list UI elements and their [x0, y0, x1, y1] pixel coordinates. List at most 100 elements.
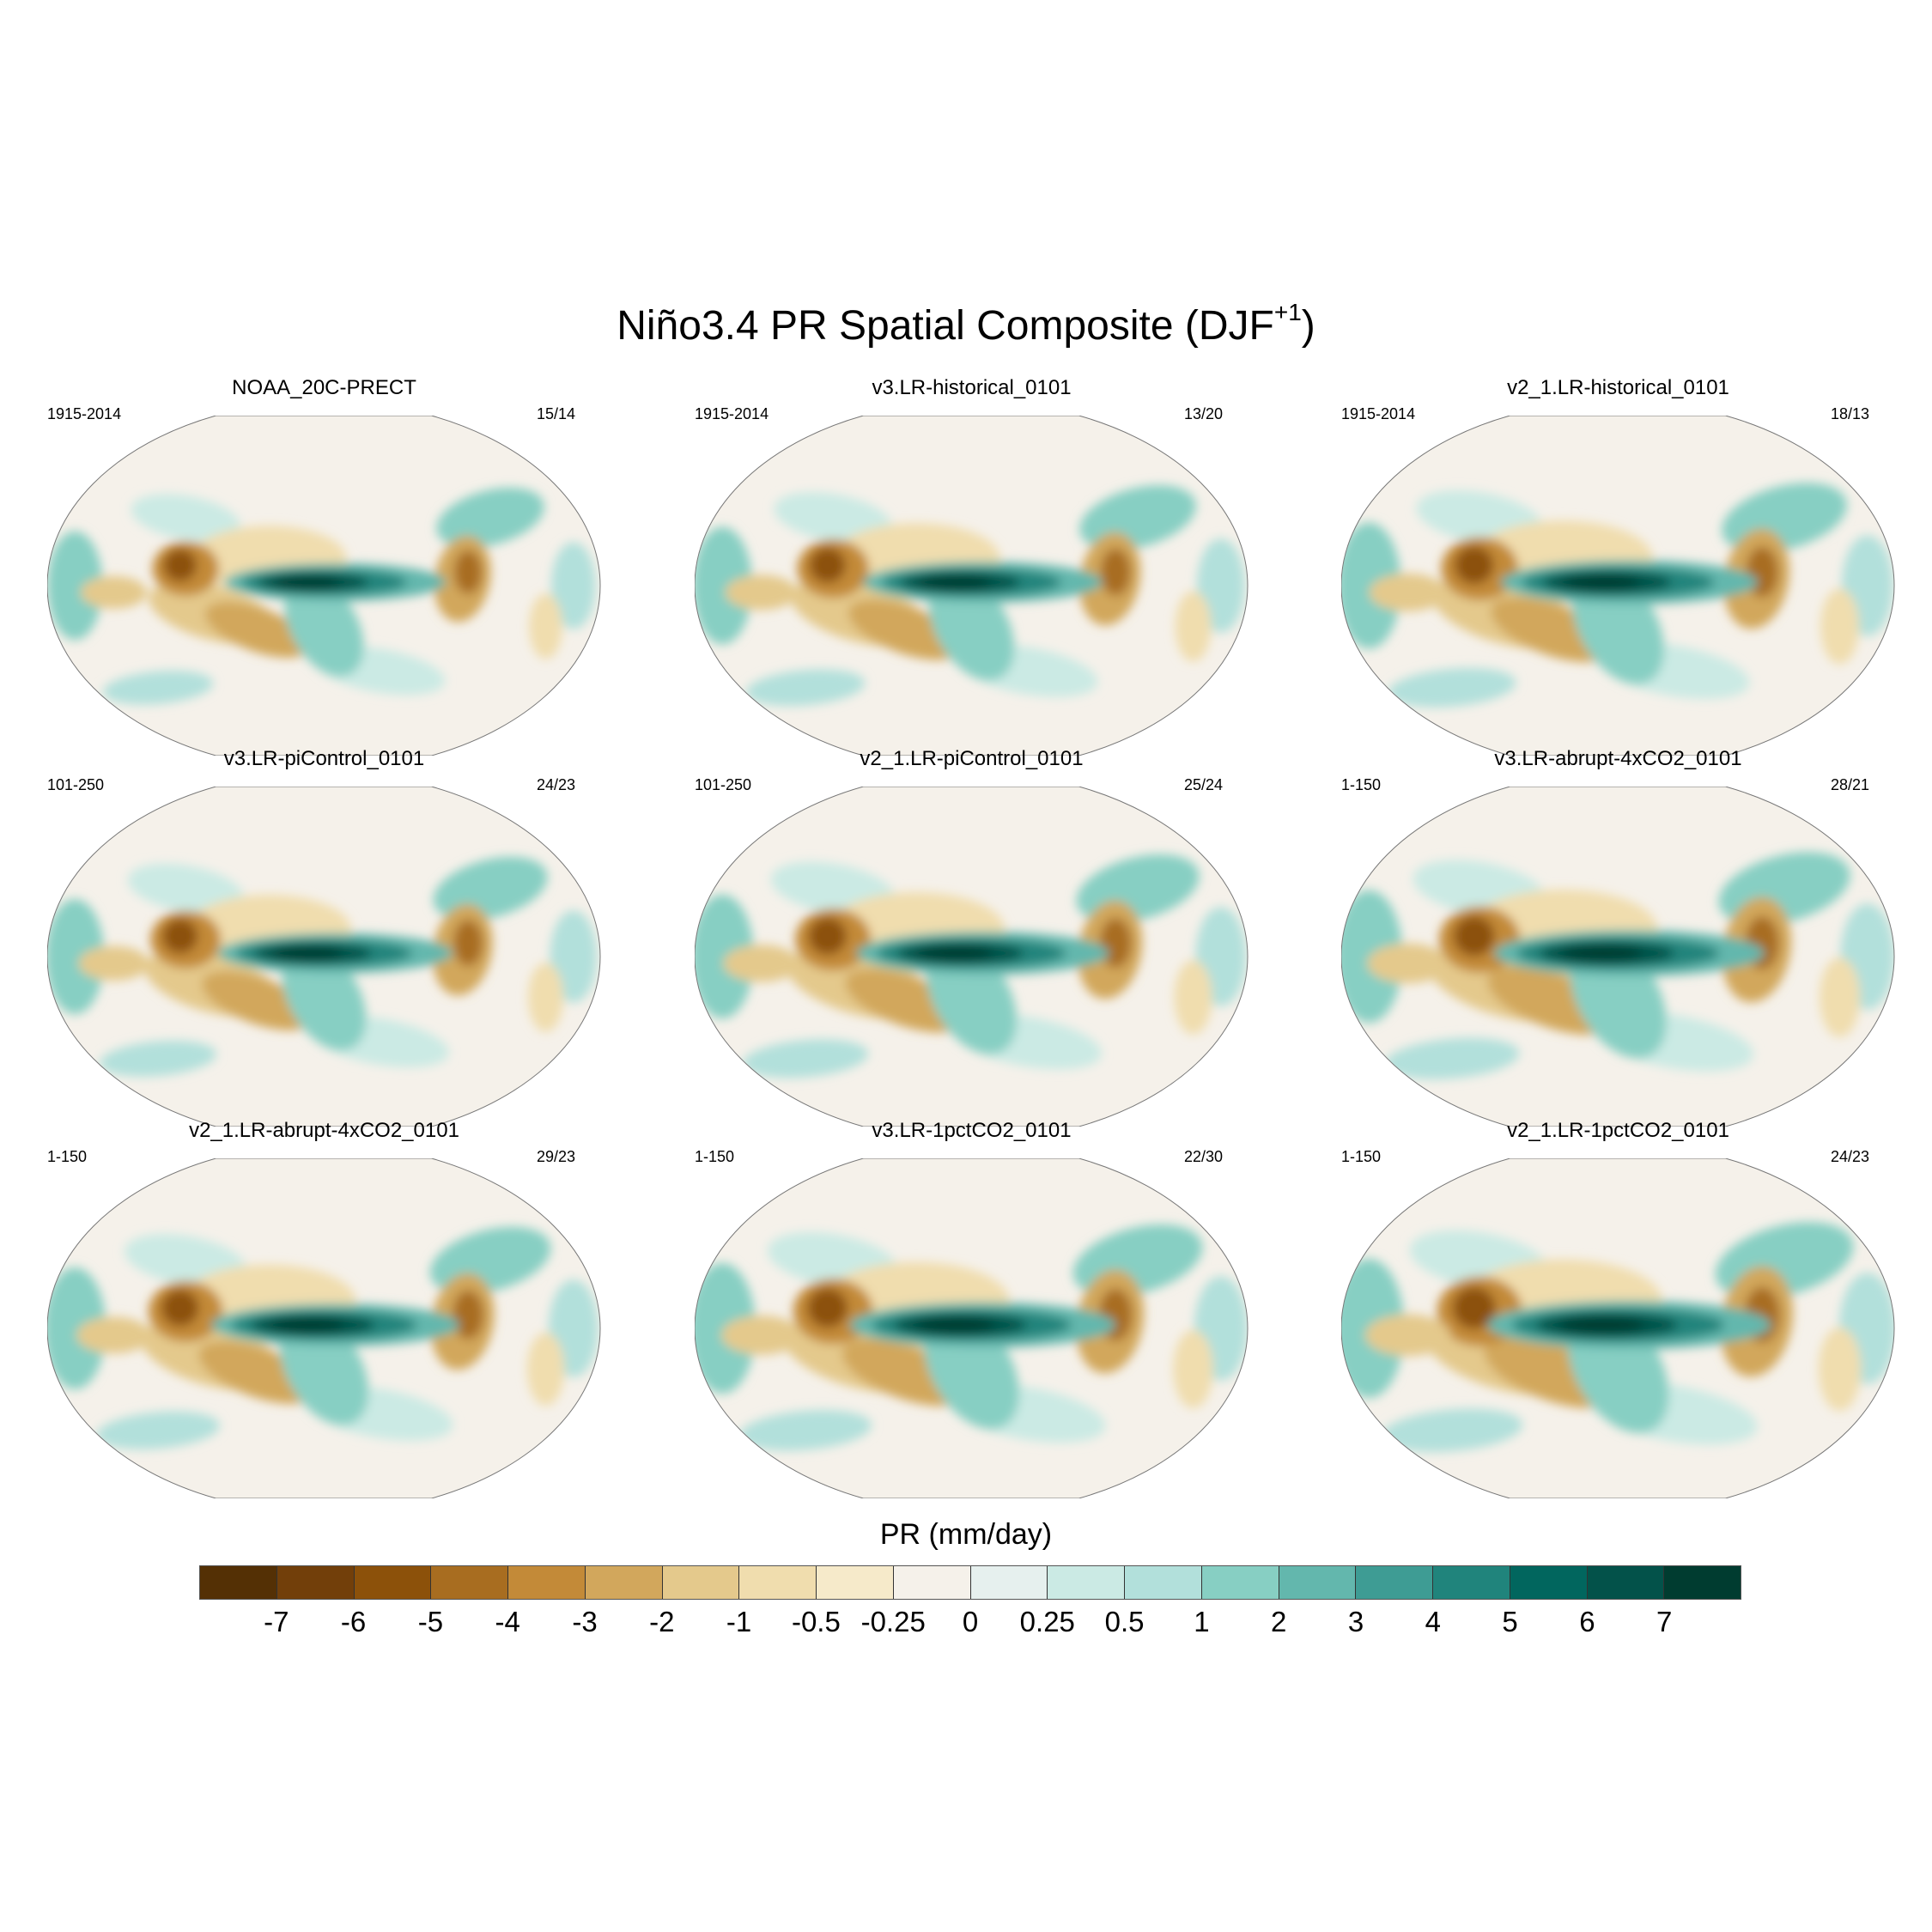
panel-period: 1915-2014 — [47, 405, 122, 422]
anomaly-region — [270, 1317, 345, 1333]
colorbar-tick-label: -7 — [264, 1606, 289, 1637]
colorbar-box — [662, 1566, 740, 1599]
anomaly-region — [914, 1316, 995, 1334]
map-panel: v3.LR-piControl_0101 101-250 24/23 — [47, 747, 601, 1127]
panel-counts: 25/24 — [1183, 776, 1223, 793]
colorbar-tick-label: 0.5 — [1104, 1606, 1145, 1637]
map-plot — [695, 416, 1249, 756]
map-plot — [1341, 416, 1895, 756]
anomaly-region — [742, 1039, 869, 1078]
colorbar-tick-label: 4 — [1425, 1606, 1441, 1637]
anomaly-region — [47, 1267, 106, 1389]
panel-period: 1-150 — [47, 1148, 88, 1165]
map-border — [1341, 1158, 1895, 1498]
map-panel: v3.LR-abrupt-4xCO2_0101 1-150 28/21 — [1341, 747, 1895, 1127]
anomaly-region — [453, 1290, 484, 1340]
anomaly-region — [725, 574, 798, 611]
anomaly-region — [695, 894, 755, 1019]
anomaly-field — [1341, 852, 1894, 1079]
colorbar-box — [354, 1566, 432, 1599]
panel-counts: 24/23 — [536, 776, 575, 793]
anomaly-region — [1388, 667, 1516, 708]
anomaly-region — [198, 1341, 317, 1404]
anomaly-region — [1175, 591, 1212, 662]
anomaly-region — [161, 1289, 199, 1327]
map-panel: v2_1.LR-1pctCO2_0101 1-150 24/23 — [1341, 1119, 1895, 1498]
anomaly-field — [1341, 483, 1893, 708]
panel-period: 101-250 — [695, 776, 752, 793]
anomaly-region — [78, 945, 149, 981]
colorbar-tick-label: -5 — [417, 1606, 444, 1637]
map-panel: v3.LR-historical_0101 1915-2014 13/20 — [695, 376, 1249, 756]
anomaly-region — [274, 575, 341, 589]
colorbar-box — [1048, 1566, 1125, 1599]
panel-counts: 28/21 — [1830, 776, 1869, 793]
anomaly-region — [809, 547, 846, 583]
title-close: ) — [1301, 303, 1315, 349]
anomaly-region — [1819, 957, 1861, 1037]
panel-counts: 13/20 — [1183, 405, 1223, 422]
anomaly-region — [1196, 538, 1245, 633]
anomaly-field — [47, 487, 596, 705]
colorbar — [199, 1565, 1741, 1600]
anomaly-region — [131, 494, 240, 542]
map-plot — [695, 787, 1249, 1127]
figure-title: Niño3.4 PR Spatial Composite (DJF+1) — [0, 299, 1932, 349]
colorbar-box — [1433, 1566, 1510, 1599]
map-border — [47, 416, 601, 756]
colorbar-box — [200, 1566, 277, 1599]
anomaly-field — [47, 1226, 598, 1449]
colorbar-box — [1510, 1566, 1588, 1599]
colorbar-tick-label: -1 — [726, 1606, 752, 1637]
anomaly-field — [695, 485, 1245, 707]
colorbar-tick-label: 2 — [1271, 1606, 1287, 1637]
panel-counts: 18/13 — [1830, 405, 1869, 422]
colorbar-tick-label: -0.5 — [791, 1606, 841, 1637]
anomaly-region — [1099, 918, 1132, 969]
anomaly-region — [745, 669, 866, 707]
title-text: Niño3.4 PR Spatial Composite (DJF — [617, 303, 1274, 349]
anomaly-region — [1381, 1408, 1523, 1453]
panel-title: v3.LR-historical_0101 — [872, 376, 1072, 399]
map-border — [1341, 416, 1895, 756]
map-border — [695, 787, 1249, 1127]
anomaly-region — [1174, 960, 1212, 1035]
colorbar-box — [739, 1566, 817, 1599]
anomaly-region — [845, 969, 965, 1033]
colorbar-box — [1201, 1566, 1279, 1599]
anomaly-region — [127, 863, 244, 914]
panel-counts: 15/14 — [536, 405, 575, 422]
panel-counts: 24/23 — [1830, 1148, 1869, 1165]
anomaly-region — [1367, 943, 1449, 984]
map-border — [695, 1158, 1249, 1498]
anomaly-region — [47, 531, 103, 641]
anomaly-region — [550, 542, 596, 629]
title-superscript: +1 — [1273, 299, 1302, 325]
anomaly-region — [1453, 1286, 1496, 1329]
colorbar-tick-label: 7 — [1656, 1606, 1673, 1637]
anomaly-region — [99, 1040, 217, 1077]
anomaly-region — [454, 550, 483, 594]
anomaly-region — [529, 593, 562, 659]
colorbar-tick-label: 6 — [1579, 1606, 1595, 1637]
colorbar-title: PR (mm/day) — [879, 1518, 1053, 1551]
anomaly-region — [162, 919, 198, 954]
anomaly-region — [1100, 548, 1131, 596]
colorbar-box — [508, 1566, 586, 1599]
panel-period: 1-150 — [695, 1148, 735, 1165]
anomaly-region — [1364, 1314, 1450, 1357]
colorbar-tick-label: 5 — [1502, 1606, 1518, 1637]
anomaly-region — [163, 549, 197, 582]
anomaly-region — [284, 576, 364, 677]
map-plot — [1341, 787, 1895, 1127]
anomaly-region — [720, 1315, 801, 1355]
map-border — [695, 416, 1249, 756]
anomaly-region — [919, 574, 991, 590]
map-border — [47, 787, 601, 1127]
colorbar-box — [431, 1566, 508, 1599]
colorbar-tick-label: -0.25 — [860, 1606, 926, 1637]
panel-period: 1915-2014 — [695, 405, 769, 422]
anomaly-region — [695, 526, 753, 645]
colorbar-box — [817, 1566, 894, 1599]
anomaly-region — [433, 856, 548, 920]
